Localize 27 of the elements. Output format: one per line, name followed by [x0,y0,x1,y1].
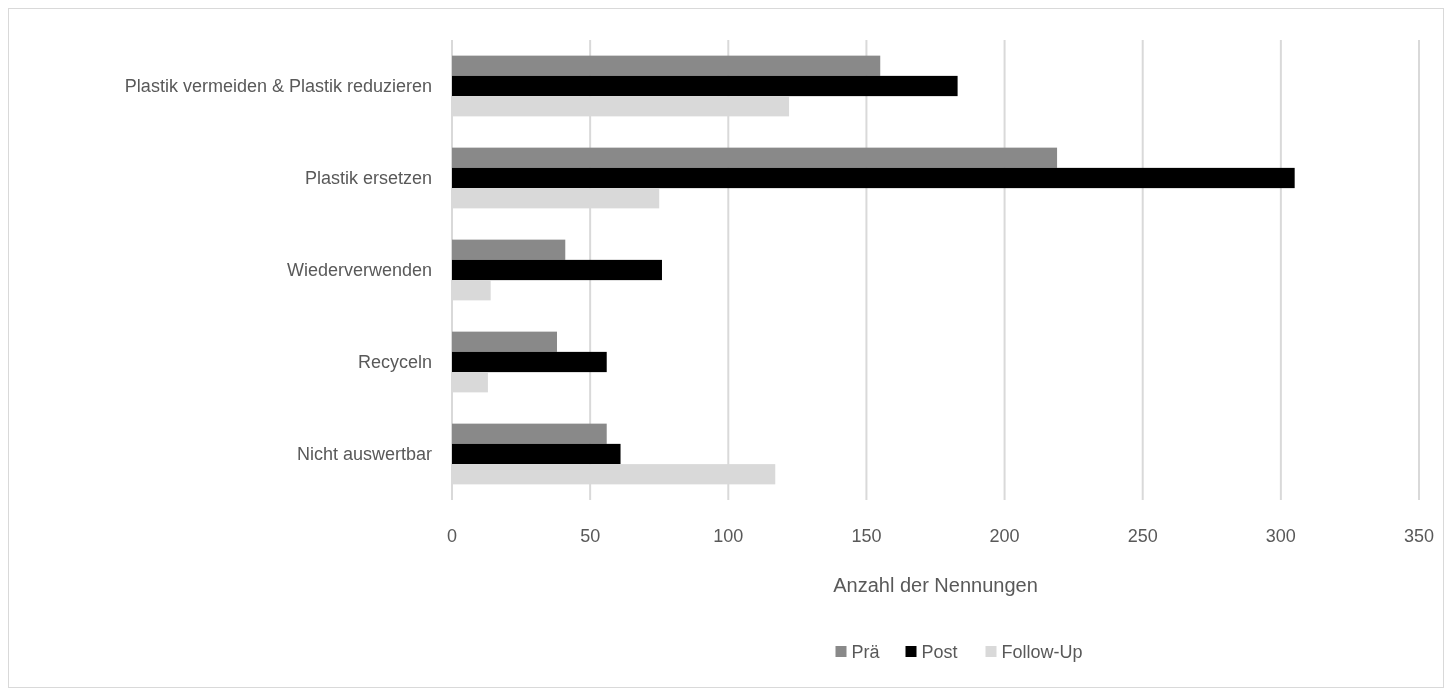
bar [452,443,621,465]
legend-label: Follow-Up [1001,642,1083,662]
x-tick-label: 0 [446,526,458,546]
bar [452,331,557,352]
x-tick-label: 300 [1265,526,1296,546]
bar [452,423,607,444]
x-tick-label: 200 [989,526,1020,546]
bar [452,147,1058,168]
bar [452,75,958,97]
x-tick-label: 250 [1127,526,1158,546]
legend-label: Post [921,642,958,662]
x-tick-label: 50 [580,526,601,546]
bar [452,259,662,281]
bar [452,351,607,373]
y-tick-label: Nicht auswertbar [296,444,432,464]
bar [452,239,566,260]
bar [452,55,881,76]
legend-label: Prä [851,642,881,662]
y-tick-label: Plastik ersetzen [304,168,432,188]
x-tick-label: 350 [1403,526,1435,546]
y-tick-label: Wiederverwenden [286,260,432,280]
x-tick-label: 100 [713,526,744,546]
y-tick-label: Recyceln [357,352,432,372]
bar [452,167,1295,189]
x-tick-label: 150 [851,526,882,546]
y-tick-label: Plastik vermeiden & Plastik reduzieren [124,76,432,96]
x-axis-title: Anzahl der Nennungen [833,574,1038,596]
